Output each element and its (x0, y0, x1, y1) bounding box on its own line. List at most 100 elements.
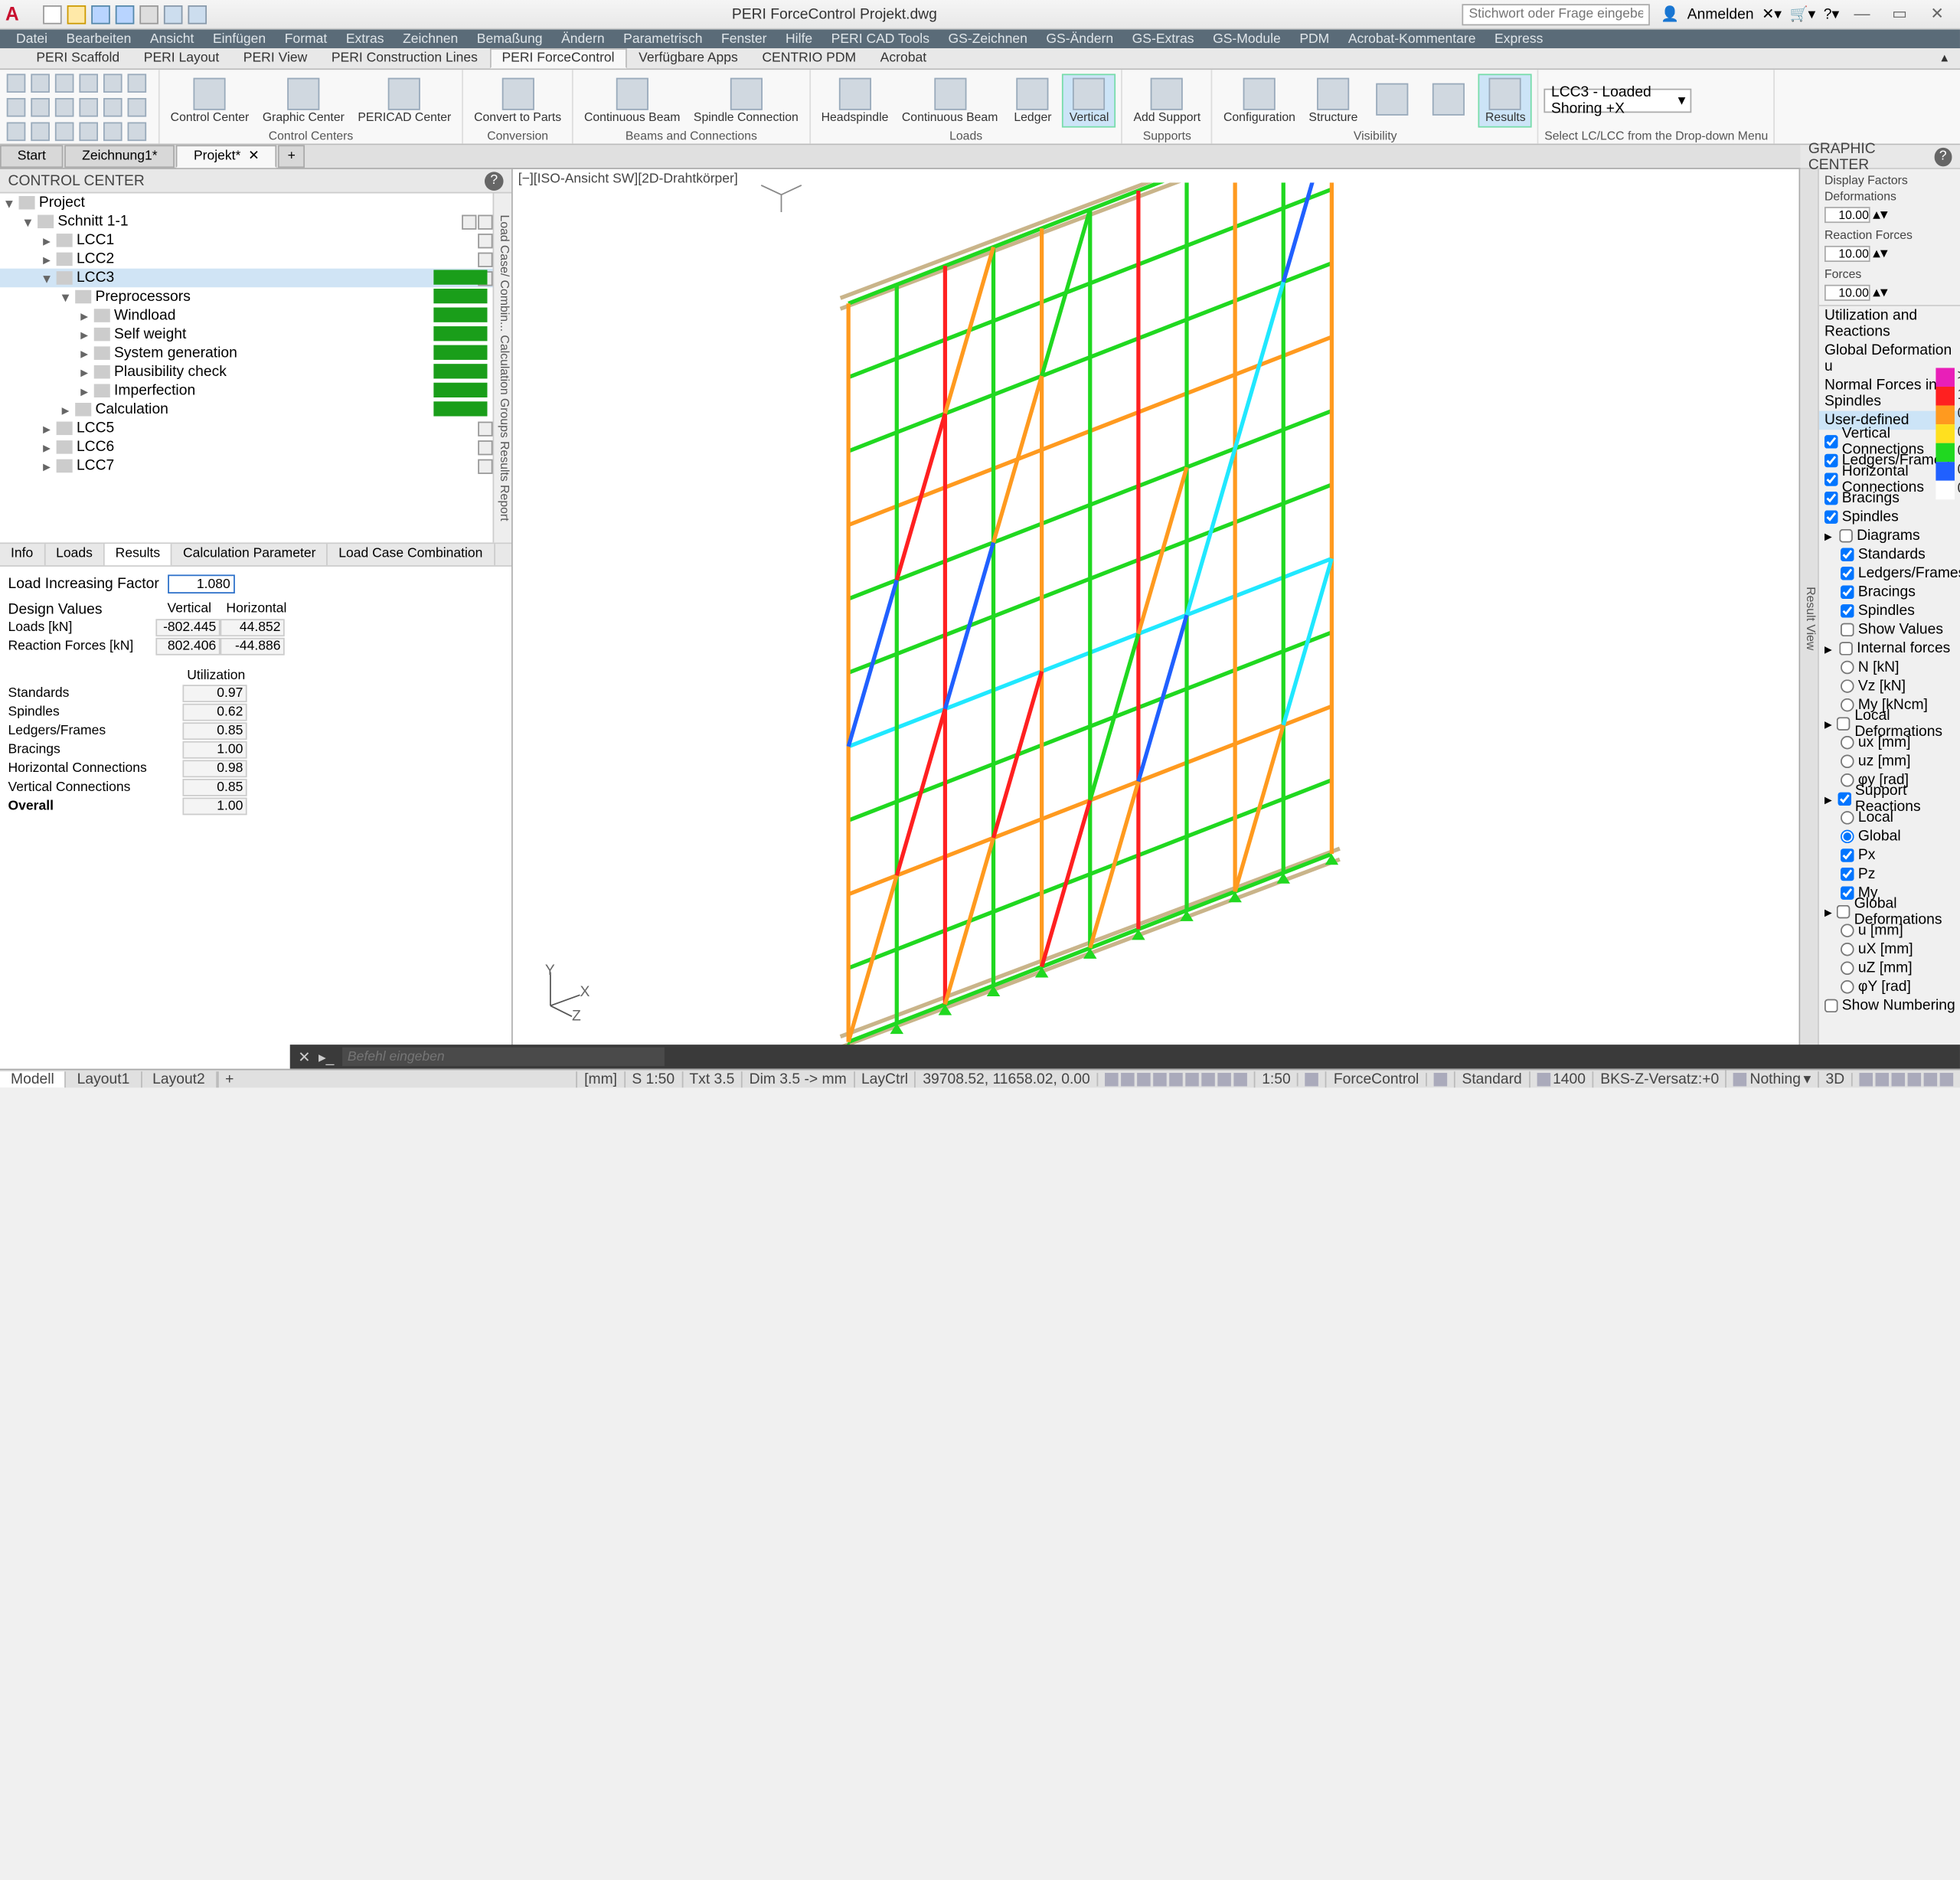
quick-access-toolbar[interactable] (43, 5, 207, 24)
status-txt[interactable]: Txt 3.5 (681, 1071, 741, 1087)
gc-ux-mm-[interactable]: uX [mm] (1819, 940, 1960, 959)
tree-project[interactable]: Project (0, 193, 511, 212)
user-icon[interactable]: 👤 (1661, 5, 1679, 23)
tab-peri-construction-lines[interactable]: PERI Construction Lines (319, 48, 490, 68)
ribbon-collapse-icon[interactable]: ▴ (1929, 48, 1960, 68)
tab-peri-forcecontrol[interactable]: PERI ForceControl (490, 48, 627, 68)
gc-internal-forces[interactable]: ▸Internal forces (1819, 639, 1960, 659)
tree-lcc1[interactable]: LCC1 (0, 231, 511, 250)
results-tab-loads[interactable]: Loads (45, 544, 105, 565)
gc-n-kn-[interactable]: N [kN] (1819, 658, 1960, 677)
help-search-input[interactable] (1462, 3, 1650, 25)
gc-ledgers-frames[interactable]: Ledgers/Frames (1819, 564, 1960, 583)
model-tab-layout2[interactable]: Layout2 (142, 1071, 217, 1087)
close-button[interactable]: ✕ (1922, 3, 1952, 25)
menu-pdm[interactable]: PDM (1292, 31, 1338, 46)
doctab-zeichnung1[interactable]: Zeichnung1* (64, 145, 175, 168)
ribbon-convert-to-parts[interactable]: Convert to Parts (469, 74, 567, 126)
tab-acrobat[interactable]: Acrobat (868, 48, 939, 68)
utility-btn-7[interactable] (30, 96, 51, 118)
gc-spindles[interactable]: Spindles (1819, 602, 1960, 621)
gc-pz[interactable]: Pz (1819, 865, 1960, 884)
utility-btn-9[interactable] (78, 96, 100, 118)
login-link[interactable]: Anmelden (1687, 6, 1754, 22)
forces-input[interactable] (1824, 284, 1870, 300)
results-tab-info[interactable]: Info (0, 544, 45, 565)
ribbon-vertical[interactable]: Vertical (1063, 74, 1116, 127)
gc-global[interactable]: Global (1819, 827, 1960, 846)
status-icon-group[interactable] (1851, 1072, 1960, 1086)
model-tab-modell[interactable]: Modell (0, 1071, 67, 1087)
menu-gs-module[interactable]: GS-Module (1205, 31, 1289, 46)
gc-uz-mm-[interactable]: uZ [mm] (1819, 959, 1960, 978)
gc-standards[interactable]: Standards (1819, 545, 1960, 564)
help-icon[interactable]: ?▾ (1824, 5, 1839, 23)
results-tab-load-case-combination[interactable]: Load Case Combination (328, 544, 495, 565)
layout-plus[interactable]: + (217, 1071, 241, 1087)
command-input[interactable] (342, 1048, 665, 1067)
gc-diagrams[interactable]: ▸Diagrams (1819, 526, 1960, 545)
ribbon-structure[interactable]: Structure (1303, 74, 1363, 126)
ribbon-btn[interactable] (1423, 80, 1476, 119)
tab-centrio-pdm[interactable]: CENTRIO PDM (750, 48, 868, 68)
menu-peri cad tools[interactable]: PERI CAD Tools (823, 31, 937, 46)
menu-ändern[interactable]: Ändern (554, 31, 613, 46)
menu-bearbeiten[interactable]: Bearbeiten (58, 31, 139, 46)
utility-btn-2[interactable] (54, 73, 75, 94)
menu-gs-extras[interactable]: GS-Extras (1124, 31, 1202, 46)
utility-btn-10[interactable] (102, 96, 123, 118)
mode-utilization-and-reactions[interactable]: Utilization and Reactions (1819, 306, 1960, 342)
ribbon-control-center[interactable]: Control Center (165, 74, 255, 126)
utility-btn-12[interactable] (5, 121, 27, 142)
reaction-forces-input[interactable] (1824, 245, 1870, 261)
menu-gs-ändern[interactable]: GS-Ändern (1038, 31, 1122, 46)
results-tab-calculation-parameter[interactable]: Calculation Parameter (172, 544, 328, 565)
menu-format[interactable]: Format (276, 31, 335, 46)
lcc-dropdown[interactable]: LCC3 - Loaded Shoring +X▾ (1544, 88, 1692, 113)
ribbon-spindle-connection[interactable]: Spindle Connection (688, 74, 804, 126)
menu-extras[interactable]: Extras (338, 31, 392, 46)
result-view-tab[interactable]: Result View (1800, 169, 1819, 1069)
menu-parametrisch[interactable]: Parametrisch (616, 31, 710, 46)
status-std[interactable]: Standard (1454, 1071, 1529, 1087)
tab-peri-layout[interactable]: PERI Layout (132, 48, 231, 68)
utility-btn-8[interactable] (54, 96, 75, 118)
utility-btn-13[interactable] (30, 121, 51, 142)
menu-zeichnen[interactable]: Zeichnen (395, 31, 466, 46)
gc-bracings[interactable]: Bracings (1819, 583, 1960, 602)
gc-spindles[interactable]: Spindles (1819, 508, 1960, 527)
utility-btn-6[interactable] (5, 96, 27, 118)
status-bks[interactable]: BKS-Z-Versatz:+0 (1592, 1071, 1726, 1087)
utility-btn-16[interactable] (102, 121, 123, 142)
gc-local-deformations[interactable]: ▸Local Deformations (1819, 714, 1960, 734)
menu-datei[interactable]: Datei (8, 31, 56, 46)
doctab-new[interactable]: + (278, 145, 305, 168)
tree-schnitt-1-1[interactable]: Schnitt 1-1 (0, 212, 511, 231)
status-units[interactable]: [mm] (577, 1071, 624, 1087)
utility-btn-15[interactable] (78, 121, 100, 142)
help-icon[interactable]: ? (485, 172, 504, 191)
gc-show-numbering[interactable]: Show Numbering (1819, 996, 1960, 1015)
drawing-viewport[interactable]: [−][ISO-Ansicht SW][2D-Drahtkörper] Y X … (513, 169, 1799, 1069)
status-dim[interactable]: Dim 3.5 -> mm (741, 1071, 853, 1087)
doctab-projekt[interactable]: Projekt* ✕ (176, 145, 276, 168)
ribbon-add-support[interactable]: Add Support (1128, 74, 1206, 126)
exchange-icon[interactable]: ✕▾ (1762, 5, 1782, 23)
ribbon-continuous-beam[interactable]: Continuous Beam (579, 74, 685, 126)
cmdline-close-icon[interactable]: ✕ (298, 1048, 310, 1066)
minimize-button[interactable]: — (1847, 3, 1877, 25)
model-tab-layout1[interactable]: Layout1 (67, 1071, 142, 1087)
menu-gs-zeichnen[interactable]: GS-Zeichnen (940, 31, 1035, 46)
tab-peri-scaffold[interactable]: PERI Scaffold (24, 48, 132, 68)
command-line[interactable]: ✕ ▸_ (290, 1045, 1960, 1069)
status-scale[interactable]: 1:50 (1254, 1071, 1298, 1087)
menu-acrobat-kommentare[interactable]: Acrobat-Kommentare (1340, 31, 1484, 46)
ribbon-headspindle[interactable]: Headspindle (816, 74, 894, 126)
ribbon-btn[interactable] (1366, 80, 1419, 119)
project-tree[interactable]: ProjectSchnitt 1-1LCC1LCC2LCC3Preprocess… (0, 193, 511, 542)
menu-fenster[interactable]: Fenster (713, 31, 774, 46)
utility-btn-4[interactable] (102, 73, 123, 94)
menu-bemaßung[interactable]: Bemaßung (469, 31, 550, 46)
tree-lcc5[interactable]: LCC5 (0, 419, 511, 438)
status-toggle-group[interactable] (1097, 1072, 1254, 1086)
